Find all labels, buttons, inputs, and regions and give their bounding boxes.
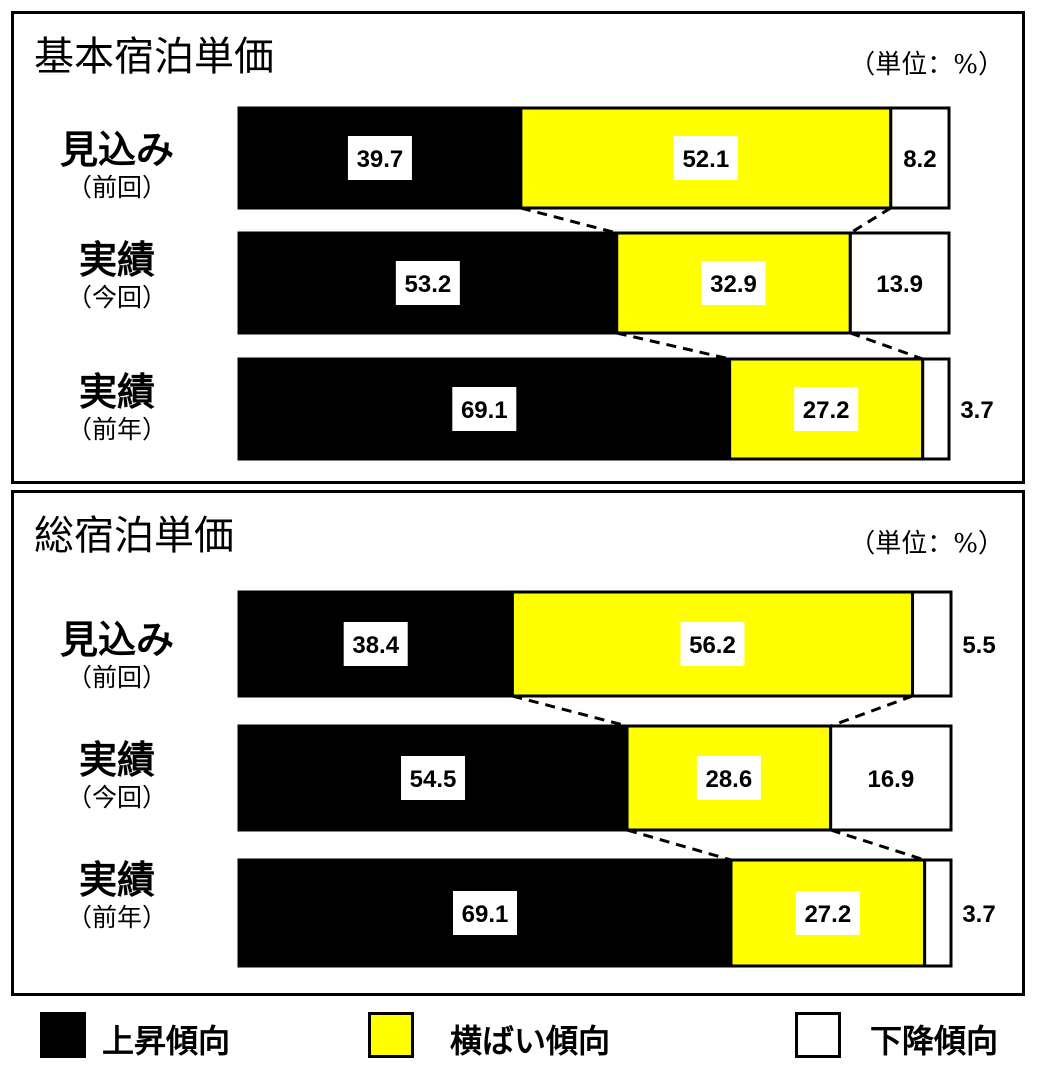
data-label: 39.7: [357, 146, 404, 173]
row-label: 実績 （前年）: [22, 858, 212, 934]
data-label: 32.9: [710, 271, 757, 298]
connector-line: [849, 206, 892, 235]
connector-line: [520, 206, 618, 235]
bar-segment-down: [921, 357, 951, 461]
row-label: 見込み （前回）: [22, 128, 212, 204]
bar-segment-down: [923, 858, 953, 968]
chart-panel-total: 総宿泊単価 （単位：%）: [11, 490, 1025, 996]
row-label: 実績 （前年）: [22, 370, 212, 446]
connector-line: [830, 694, 914, 728]
data-label: 27.2: [804, 901, 851, 928]
data-label: 3.7: [962, 901, 995, 928]
row-label-main: 実績: [78, 858, 155, 902]
data-label-box: [696, 756, 761, 800]
legend-swatch-flat: [368, 1012, 414, 1058]
connector-line: [830, 828, 926, 862]
data-label-box: [452, 891, 517, 935]
row-label-main: 実績: [78, 238, 155, 282]
unit-label: （単位：%）: [849, 50, 1004, 80]
bar-segment-down: [848, 231, 951, 335]
data-label-box: [347, 136, 412, 180]
legend: 上昇傾向 横ばい傾向 下降傾向: [0, 1012, 1039, 1064]
row-label: 見込み （前回）: [22, 618, 212, 694]
data-label: 52.1: [682, 146, 729, 173]
chart-title: 総宿泊単価: [34, 513, 234, 559]
data-label-box: [452, 387, 517, 431]
row-label: 実績 （今回）: [22, 738, 212, 814]
data-label: 53.2: [405, 271, 452, 298]
row-label-sub: （今回）: [66, 283, 167, 312]
row-label-sub: （前年）: [66, 903, 167, 932]
row-label-sub: （前回）: [66, 663, 167, 692]
connector-line: [512, 694, 628, 728]
connector-line: [849, 331, 924, 361]
data-label-box: [795, 891, 860, 935]
row-label-main: 実績: [78, 370, 155, 414]
bar-segment-down: [911, 590, 953, 698]
data-label: 69.1: [462, 901, 509, 928]
data-label: 28.6: [705, 766, 752, 793]
data-label: 3.7: [960, 397, 993, 424]
data-label: 56.2: [689, 632, 736, 659]
data-label: 38.4: [352, 632, 399, 659]
row-label-sub: （前年）: [66, 415, 167, 444]
data-label: 54.5: [410, 766, 457, 793]
data-label: 69.1: [461, 397, 508, 424]
data-label: 5.5: [962, 632, 995, 659]
data-label-box: [673, 136, 738, 180]
legend-label-down: 下降傾向: [870, 1022, 999, 1060]
unit-label: （単位：%）: [849, 529, 1004, 559]
row-label-main: 見込み: [59, 128, 174, 172]
legend-swatch-up: [40, 1012, 86, 1058]
row-label-sub: （今回）: [66, 783, 167, 812]
data-label-box: [680, 622, 745, 666]
data-label: 27.2: [803, 397, 850, 424]
data-label-box: [701, 261, 766, 305]
data-label-box: [343, 622, 408, 666]
row-label-main: 見込み: [59, 618, 174, 662]
data-label-box: [794, 387, 859, 431]
data-label: 13.9: [876, 271, 923, 298]
chart-panel-basic: 基本宿泊単価 （単位：%）: [11, 11, 1025, 484]
data-label-box: [401, 756, 466, 800]
legend-swatch-down: [795, 1012, 841, 1058]
data-label-box: [395, 261, 460, 305]
bar-segment-down: [889, 106, 951, 210]
data-label: 16.9: [867, 766, 914, 793]
legend-label-up: 上昇傾向: [102, 1022, 231, 1060]
legend-label-flat: 横ばい傾向: [450, 1022, 611, 1060]
connector-line: [626, 828, 732, 862]
row-label: 実績 （今回）: [22, 238, 212, 314]
row-label-sub: （前回）: [66, 173, 167, 202]
row-label-main: 実績: [78, 738, 155, 782]
data-label: 8.2: [903, 146, 936, 173]
chart-title: 基本宿泊単価: [34, 34, 274, 80]
connector-line: [616, 331, 730, 361]
bar-segment-down: [829, 724, 953, 832]
